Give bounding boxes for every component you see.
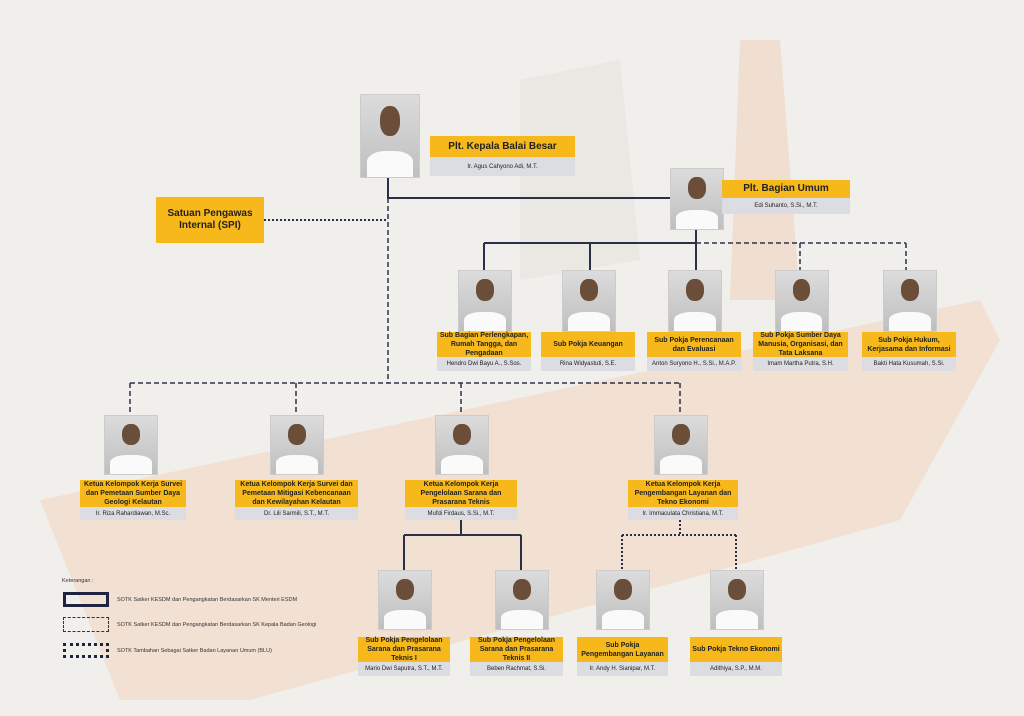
- person-name: Adithiya, S.P., M.M.: [690, 662, 782, 676]
- position-title: Sub Pokja Perencanaan dan Evaluasi: [647, 332, 741, 357]
- position-title: Sub Pokja Sumber Daya Manusia, Organisas…: [753, 332, 848, 357]
- person-name: Ir. Riza Rahardiawan, M.Sc.: [80, 507, 186, 520]
- position-title: Sub Pokja Pengembangan Layanan: [577, 637, 668, 662]
- person-photo: [104, 415, 158, 475]
- person-name: Mario Dwi Saputra, S.T., M.T.: [358, 662, 450, 676]
- position-title: Plt. Bagian Umum: [722, 180, 850, 198]
- person-name: Rina Widyastuti, S.E.: [541, 357, 635, 371]
- person-photo: [596, 570, 650, 630]
- position-title: Sub Pokja Keuangan: [541, 332, 635, 357]
- person-name: Ir. Immaculata Christiana, M.T.: [628, 507, 738, 520]
- legend-item: SOTK Tambahan Sebagai Satker Badan Layan…: [117, 648, 272, 654]
- person-name: Mufdi Firdaus, S.Si., M.T.: [405, 507, 517, 520]
- person-photo: [710, 570, 764, 630]
- legend-solid-swatch: [63, 592, 109, 607]
- person-name: Anton Suryono H., S.Si., M.A.P.: [647, 357, 741, 371]
- legend-item: SOTK Satker KESDM dan Pengangkatan Berda…: [117, 622, 317, 628]
- person-photo: [495, 570, 549, 630]
- position-title: Sub Pokja Pengelolaan Sarana dan Prasara…: [470, 637, 563, 662]
- position-title: Satuan Pengawas Internal (SPI): [156, 197, 264, 243]
- legend-dotted-swatch: [63, 643, 109, 658]
- person-name: Ir. Andy H. Sianipar, M.T.: [577, 662, 668, 676]
- legend-heading: Keterangan :: [62, 578, 94, 584]
- position-title: Sub Bagian Perlengkapan, Rumah Tangga, d…: [437, 332, 531, 357]
- person-photo: [435, 415, 489, 475]
- person-photo: [562, 270, 616, 332]
- legend-item: SOTK Satker KESDM dan Pengangkatan Berda…: [117, 597, 298, 603]
- position-title: Ketua Kelompok Kerja Survei dan Pemetaan…: [80, 480, 186, 507]
- person-name: Hendro Dwi Bayu A., S.Sos.: [437, 357, 531, 371]
- person-photo: [883, 270, 937, 332]
- position-title: Sub Pokja Hukum, Kerjasama dan Informasi: [862, 332, 956, 357]
- person-photo: [654, 415, 708, 475]
- person-photo: [668, 270, 722, 332]
- position-title: Sub Pokja Pengelolaan Sarana dan Prasara…: [358, 637, 450, 662]
- person-name: Beben Rachmat, S.Si.: [470, 662, 563, 676]
- person-photo: [378, 570, 432, 630]
- person-name: Ir. Agus Cahyono Adi, M.T.: [430, 157, 575, 176]
- person-photo: [670, 168, 724, 230]
- legend-dashed-swatch: [63, 617, 109, 632]
- position-title: Plt. Kepala Balai Besar: [430, 136, 575, 157]
- person-name: Bakti Hata Kusumah, S.Si.: [862, 357, 956, 371]
- position-title: Ketua Kelompok Kerja Survei dan Pemetaan…: [235, 480, 358, 507]
- person-name: Dr. Lili Sarmili, S.T., M.T.: [235, 507, 358, 520]
- position-title: Ketua Kelompok Kerja Pengembangan Layana…: [628, 480, 738, 507]
- position-title: Sub Pokja Tekno Ekonomi: [690, 637, 782, 662]
- person-photo: [270, 415, 324, 475]
- position-title: Ketua Kelompok Kerja Pengelolaan Sarana …: [405, 480, 517, 507]
- person-name: Edi Suhanto, S.Si., M.T.: [722, 198, 850, 214]
- person-photo: [360, 94, 420, 178]
- person-photo: [774, 270, 829, 332]
- person-name: Imam Martha Putra, S.H.: [753, 357, 848, 371]
- person-photo: [458, 270, 512, 332]
